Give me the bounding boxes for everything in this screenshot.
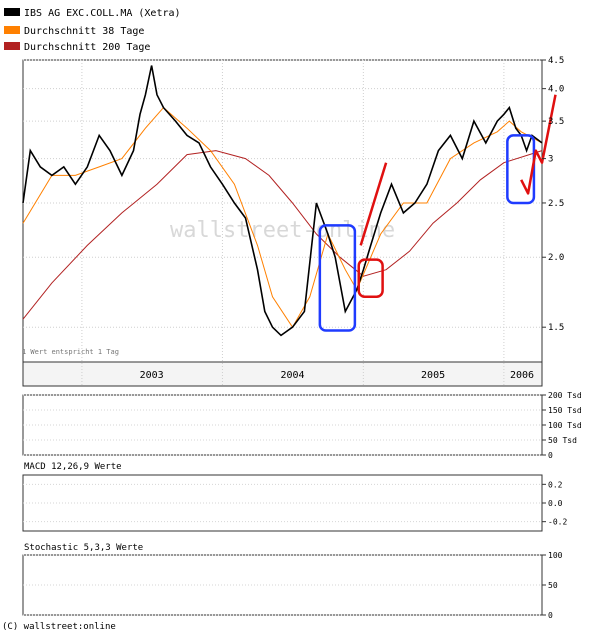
blue-highlight-box bbox=[318, 224, 357, 332]
year-axis-band bbox=[22, 361, 543, 387]
volume-tick-label: 0 bbox=[548, 451, 553, 460]
legend: IBS AG EXC.COLL.MA (Xetra) Durchschnitt … bbox=[4, 8, 181, 53]
price-tick-label: 3 bbox=[548, 155, 553, 165]
price-tick-label: 3.5 bbox=[548, 117, 564, 127]
price-line bbox=[22, 65, 543, 337]
macd-tick-label: -0.2 bbox=[548, 518, 567, 527]
red-trend-arrow bbox=[520, 94, 557, 195]
red-trend-arrow bbox=[359, 162, 388, 246]
stochastic-title: Stochastic 5,3,3 Werte bbox=[24, 543, 143, 553]
macd-tick-label: 0.0 bbox=[548, 499, 563, 508]
stochastic-tick-label: 0 bbox=[548, 611, 553, 620]
legend-swatch-price bbox=[4, 8, 20, 16]
year-tick-label: 2003 bbox=[140, 370, 164, 381]
legend-swatch-ma38 bbox=[4, 26, 20, 34]
legend-label-ma38: Durchschnitt 38 Tage bbox=[24, 26, 144, 37]
volume-tick-label: 50 Tsd bbox=[548, 436, 577, 445]
legend-label-ma200: Durchschnitt 200 Tage bbox=[24, 42, 150, 53]
volume-tick-label: 100 Tsd bbox=[548, 421, 582, 430]
price-tick-label: 1.5 bbox=[548, 323, 564, 333]
year-tick-label: 2004 bbox=[281, 370, 305, 381]
price-tick-label: 2.5 bbox=[548, 199, 564, 209]
year-tick-label: 2006 bbox=[510, 370, 534, 381]
legend-label-price: IBS AG EXC.COLL.MA (Xetra) bbox=[24, 8, 181, 19]
volume-tick-label: 200 Tsd bbox=[548, 391, 582, 400]
macd-tick-label: 0.2 bbox=[548, 480, 563, 489]
watermark: wallstreet-online bbox=[170, 218, 395, 243]
price-tick-label: 4.0 bbox=[548, 85, 564, 95]
footer-copyright: (C) wallstreet:online bbox=[2, 622, 116, 632]
stochastic-tick-label: 50 bbox=[548, 581, 558, 590]
macd-title: MACD 12,26,9 Werte bbox=[24, 462, 122, 472]
year-tick-label: 2005 bbox=[421, 370, 445, 381]
price-tick-label: 4.5 bbox=[548, 56, 564, 66]
blue-highlight-box bbox=[506, 134, 536, 205]
price-tick-label: 2.0 bbox=[548, 253, 564, 263]
red-highlight-box bbox=[357, 258, 384, 299]
price-panel-frame bbox=[22, 59, 543, 363]
ma38-line bbox=[22, 106, 543, 329]
stochastic-tick-label: 100 bbox=[548, 551, 563, 560]
legend-swatch-ma200 bbox=[4, 42, 20, 50]
price-annotation: 1 Wert entspricht 1 Tag bbox=[22, 348, 119, 356]
ma200-line bbox=[22, 150, 543, 320]
volume-tick-label: 150 Tsd bbox=[548, 406, 582, 415]
